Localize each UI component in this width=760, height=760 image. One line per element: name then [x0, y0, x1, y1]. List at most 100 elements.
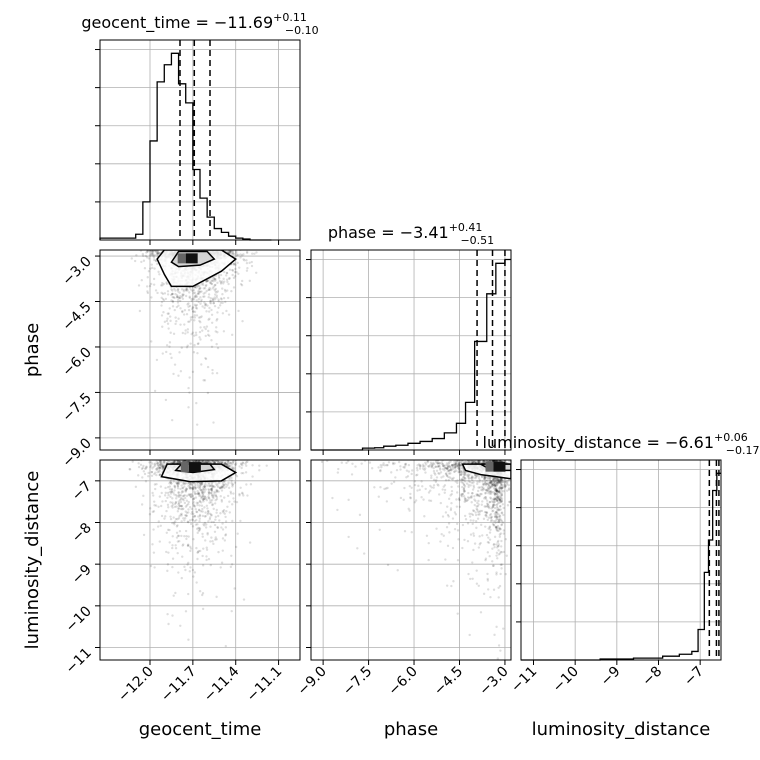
sample-point	[194, 295, 197, 299]
sample-point	[203, 485, 206, 488]
sample-point	[170, 487, 174, 491]
sample-point	[181, 455, 183, 457]
sample-point	[198, 319, 201, 323]
sample-point	[159, 460, 162, 463]
sample-point	[203, 287, 207, 290]
sample-point	[507, 488, 511, 491]
sample-point	[220, 486, 224, 490]
sample-point	[184, 490, 188, 493]
sample-point	[500, 523, 504, 526]
sample-point	[181, 293, 184, 296]
sample-point	[484, 492, 487, 495]
sample-point	[436, 465, 440, 468]
sample-point	[514, 464, 516, 466]
panel-content	[320, 460, 516, 660]
sample-point	[160, 464, 163, 468]
sample-point	[245, 483, 248, 486]
sample-point	[191, 568, 195, 572]
sample-point	[184, 332, 187, 335]
sample-point	[152, 465, 155, 469]
sample-point	[169, 517, 173, 521]
sample-point	[208, 517, 212, 521]
sample-point	[454, 465, 457, 469]
sample-point	[185, 494, 189, 498]
sample-point	[208, 501, 211, 504]
sample-point	[226, 483, 229, 486]
sample-point	[185, 514, 188, 518]
sample-point	[202, 295, 205, 298]
sample-point	[219, 566, 222, 569]
sample-point	[244, 462, 247, 465]
sample-point	[495, 492, 498, 496]
sample-point	[180, 490, 184, 493]
sample-point	[198, 284, 201, 288]
sample-point	[476, 517, 480, 520]
sample-point	[209, 457, 211, 459]
sample-point	[198, 513, 202, 517]
sample-point	[447, 497, 451, 501]
sample-point	[502, 529, 506, 532]
sample-point	[383, 487, 386, 491]
sample-point	[250, 260, 253, 264]
sample-point	[152, 283, 156, 286]
sample-point	[204, 514, 207, 518]
sample-point	[489, 476, 492, 480]
sample-point	[180, 504, 184, 508]
sample-point	[173, 363, 177, 366]
sample-point	[146, 250, 149, 253]
sample-point	[157, 505, 160, 508]
sample-point	[165, 509, 168, 513]
sample-point	[150, 263, 153, 266]
sample-point	[202, 488, 205, 492]
sample-point	[185, 287, 189, 291]
sample-point	[197, 285, 200, 288]
sample-point	[153, 258, 156, 262]
sample-point	[194, 486, 198, 489]
sample-point	[478, 494, 481, 498]
sample-point	[187, 508, 190, 511]
sample-point	[199, 286, 202, 290]
sample-point	[499, 479, 502, 483]
sample-point	[161, 245, 163, 247]
sample-point	[186, 563, 189, 566]
sample-point	[175, 294, 179, 297]
sample-point	[210, 345, 214, 348]
sample-point	[188, 304, 192, 308]
sample-point	[215, 488, 218, 492]
sample-point	[213, 461, 217, 464]
sample-point	[217, 490, 220, 493]
sample-point	[199, 290, 202, 293]
sample-point	[156, 262, 159, 266]
sample-point	[144, 467, 148, 470]
sample-point	[404, 462, 408, 466]
sample-point	[148, 254, 152, 257]
sample-point	[496, 496, 500, 499]
sample-point	[218, 519, 221, 522]
sample-point	[177, 482, 181, 486]
sample-point	[448, 531, 451, 534]
sample-point	[212, 301, 215, 305]
sample-point	[245, 464, 248, 467]
sample-point	[159, 462, 162, 466]
sample-point	[186, 344, 189, 347]
sample-point	[476, 510, 480, 513]
sample-point	[161, 284, 164, 287]
sample-point	[214, 538, 217, 541]
sample-point	[207, 245, 209, 247]
sample-point	[143, 467, 147, 470]
sample-point	[414, 499, 418, 502]
sample-point	[178, 515, 181, 518]
sample-point	[172, 594, 175, 597]
sample-point	[224, 644, 228, 648]
sample-point	[220, 460, 223, 463]
sample-point	[176, 288, 180, 291]
sample-point	[207, 295, 210, 299]
sample-point	[497, 520, 501, 523]
sample-point	[500, 500, 504, 503]
sample-point	[194, 492, 197, 496]
sample-point	[164, 491, 167, 495]
sample-point	[470, 476, 474, 479]
sample-point	[156, 291, 159, 295]
sample-point	[149, 564, 153, 568]
sample-point	[165, 550, 168, 554]
